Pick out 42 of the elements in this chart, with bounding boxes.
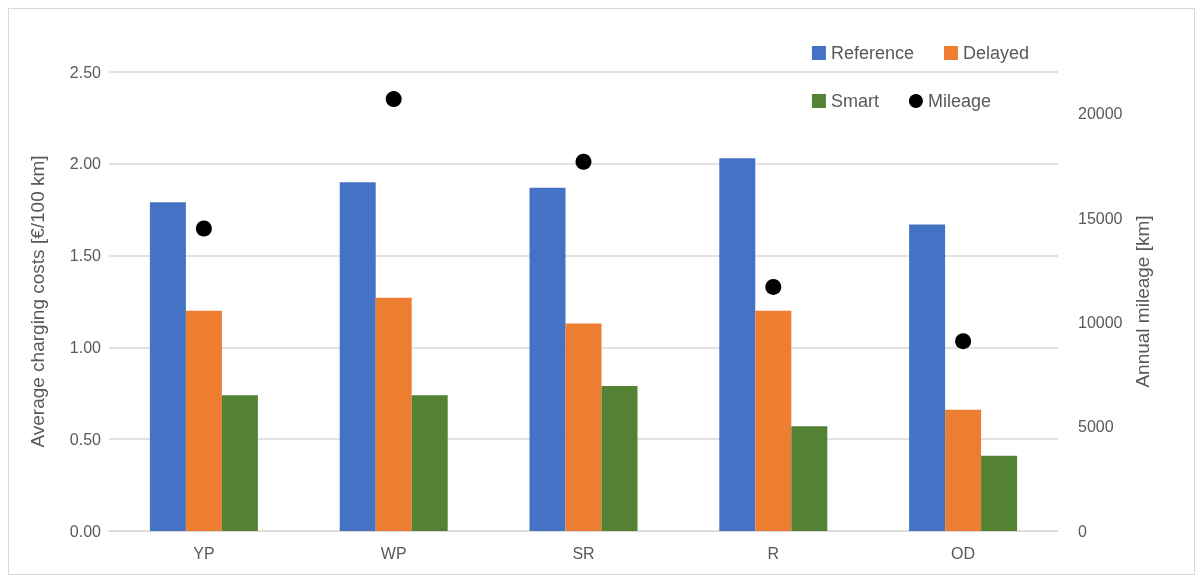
point	[765, 278, 782, 295]
y-tick-label: 1.00	[69, 338, 102, 356]
bar	[221, 395, 258, 531]
bar	[185, 310, 222, 531]
x-tick-label: WP	[380, 544, 407, 562]
point	[575, 153, 592, 170]
bar	[791, 426, 828, 531]
point	[955, 333, 972, 350]
y2-tick-label: 5000	[1078, 418, 1114, 436]
y2-tick-label: 0	[1078, 522, 1087, 540]
legend-label: Smart	[830, 91, 879, 111]
y2-tick-label: 10000	[1078, 313, 1123, 331]
y-tick-label: 2.50	[69, 63, 102, 81]
bar	[719, 158, 756, 531]
bar	[909, 224, 946, 531]
x-tick-label: YP	[193, 544, 215, 562]
y2-tick-label: 20000	[1078, 105, 1123, 123]
y2-tick-label: 15000	[1078, 209, 1123, 227]
y-axis-title: Average charging costs [€/100 km]	[27, 155, 48, 448]
legend-label: Delayed	[962, 43, 1030, 63]
bar	[565, 323, 602, 531]
bar	[601, 385, 638, 531]
y-tick-label: 0.00	[69, 522, 102, 540]
y2-axis-title: Annual mileage [km]	[1132, 215, 1154, 388]
x-tick-label: SR	[572, 544, 595, 562]
legend-label: Reference	[830, 43, 914, 63]
bar	[755, 310, 792, 531]
bar	[339, 182, 376, 531]
bar	[945, 409, 982, 531]
bar	[375, 297, 412, 531]
point	[385, 91, 402, 108]
bar	[411, 395, 448, 531]
legend-label: Mileage	[927, 91, 991, 111]
bar	[529, 187, 566, 531]
bar	[981, 455, 1018, 531]
y-tick-label: 2.00	[69, 155, 102, 173]
x-tick-label: OD	[951, 544, 976, 562]
y-tick-label: 0.50	[69, 430, 102, 448]
x-tick-label: R	[767, 544, 780, 562]
bar	[149, 202, 186, 531]
y-tick-label: 1.50	[69, 247, 102, 265]
point	[195, 220, 212, 237]
